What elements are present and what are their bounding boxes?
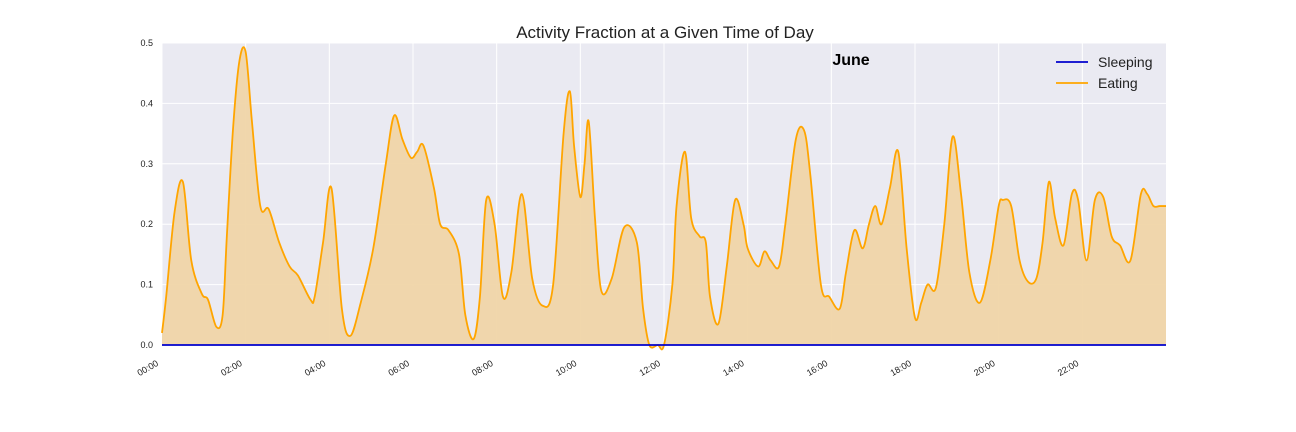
x-tick-label: 20:00 (972, 358, 997, 378)
x-tick-label: 16:00 (805, 358, 830, 378)
x-tick-label: 22:00 (1056, 358, 1081, 378)
x-tick-label: 14:00 (721, 358, 746, 378)
legend-label-sleeping: Sleeping (1098, 54, 1153, 70)
x-tick-label: 06:00 (386, 358, 411, 378)
legend-label-eating: Eating (1098, 75, 1138, 91)
x-tick-label: 08:00 (470, 358, 495, 378)
x-tick-label: 02:00 (219, 358, 244, 378)
y-tick-label: 0.5 (140, 38, 153, 48)
x-axis: 00:00 02:00 04:00 06:00 08:00 10:00 12:00 14:00… (135, 358, 1080, 378)
y-tick-label: 0.2 (140, 219, 153, 229)
x-tick-label: 04:00 (303, 358, 328, 378)
month-annotation: June (832, 52, 869, 69)
y-axis: 0.0 0.1 0.2 0.3 0.4 0.5 (140, 38, 153, 350)
x-tick-label: 18:00 (888, 358, 913, 378)
x-tick-label: 12:00 (637, 358, 662, 378)
y-tick-label: 0.3 (140, 159, 153, 169)
y-tick-label: 0.4 (140, 98, 153, 108)
x-tick-label: 00:00 (135, 358, 160, 378)
y-tick-label: 0.0 (140, 340, 153, 350)
chart-title: Activity Fraction at a Given Time of Day (516, 23, 814, 42)
y-tick-label: 0.1 (140, 280, 153, 290)
x-tick-label: 10:00 (554, 358, 579, 378)
